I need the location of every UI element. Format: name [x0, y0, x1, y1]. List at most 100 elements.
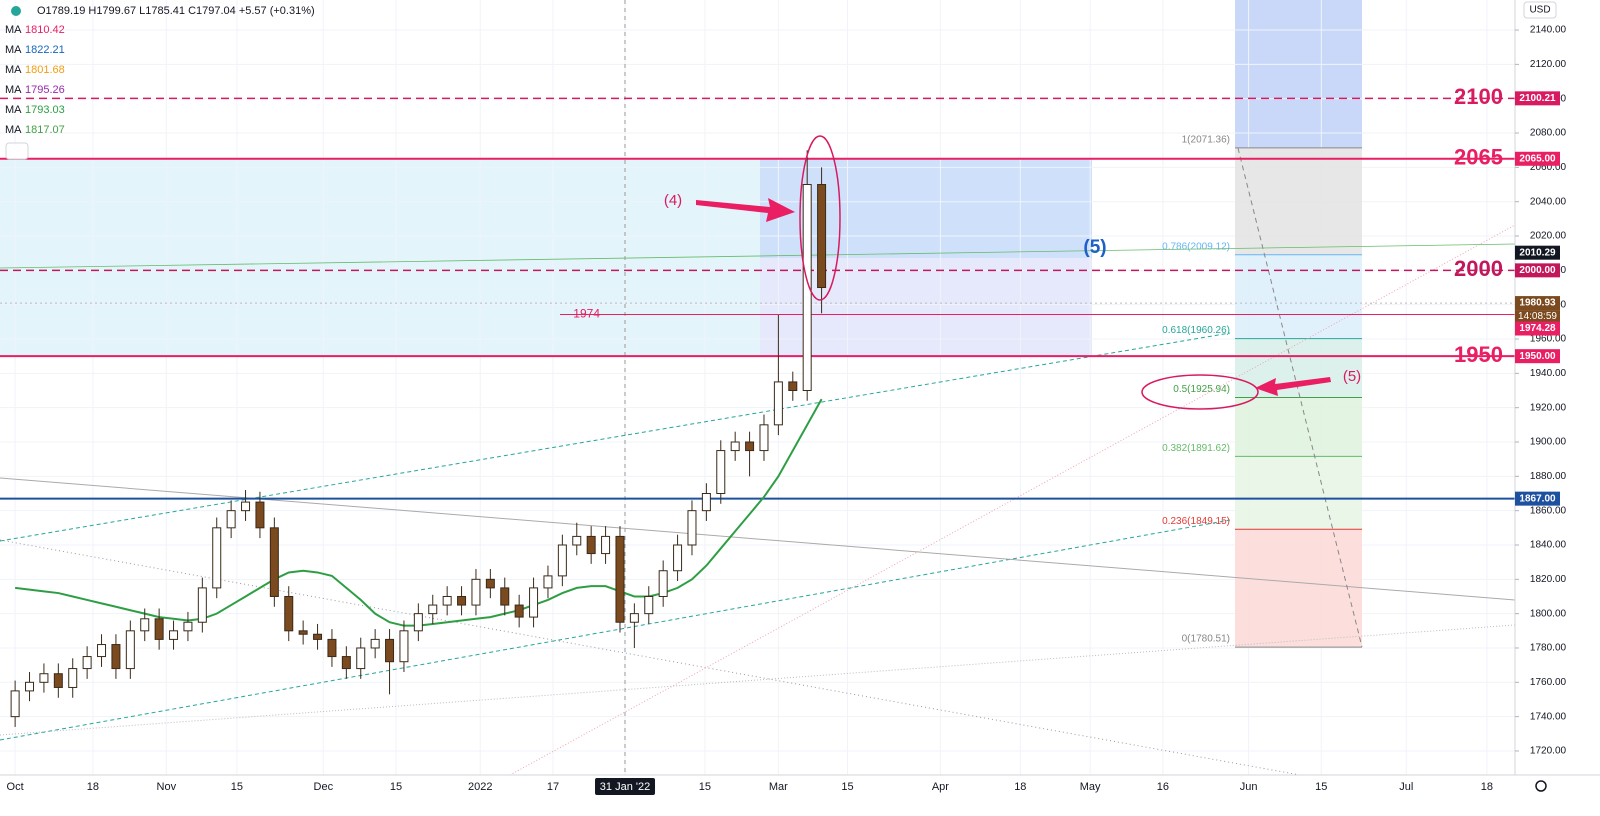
arrow — [1255, 377, 1331, 396]
candle-body — [413, 613, 423, 632]
x-tick-label: 18 — [87, 781, 99, 793]
x-tick-label: 17 — [547, 781, 559, 793]
levels: 2100 2065 2000 1974 1950 — [0, 84, 1515, 500]
y-tick-label: 1860.00 — [1530, 505, 1567, 516]
arrow — [696, 198, 795, 222]
candle-body — [629, 613, 639, 623]
candle-body — [327, 638, 337, 658]
trendline — [0, 332, 1231, 542]
price-box-label: 2010.29 — [1519, 247, 1556, 258]
ohlc: O1789.19 H1799.67 L1785.41 C1797.04 +5.5… — [37, 5, 315, 17]
x-tick-label: 16 — [1157, 781, 1169, 793]
y-tick-label: 1720.00 — [1530, 746, 1567, 757]
fib-label: 0.382(1891.62) — [1162, 443, 1230, 454]
candle-body — [370, 638, 380, 649]
y-tick-label: 1740.00 — [1530, 711, 1567, 722]
candle-body — [385, 638, 395, 663]
candle-body — [241, 501, 251, 512]
candle-body — [514, 604, 524, 618]
price-box-label: 2000.00 — [1519, 265, 1556, 276]
candle-body — [788, 381, 798, 392]
ma-value: 1793.03 — [25, 104, 65, 116]
y-tick-label: 2080.00 — [1530, 128, 1567, 139]
zone — [760, 158, 1092, 258]
y-tick-label: 2040.00 — [1530, 196, 1567, 207]
y-tick-label: 1880.00 — [1530, 471, 1567, 482]
candle-body — [154, 618, 164, 640]
candle-body — [471, 578, 481, 606]
candle-body — [500, 587, 510, 606]
candle-body — [687, 510, 697, 546]
ma-value: 1810.42 — [25, 24, 65, 36]
fib-diagonal — [1237, 147, 1363, 648]
fib-label: 0.5(1925.94) — [1173, 384, 1230, 395]
ma-name: MA — [5, 24, 22, 36]
candle-body — [615, 535, 625, 623]
annotation-shapes — [696, 135, 1331, 410]
axes: 2140.002120.002100.002080.002060.002040.… — [7, 25, 1567, 795]
x-tick-label: Mar — [769, 781, 788, 793]
y-tick-label: 2020.00 — [1530, 231, 1567, 242]
candle-body — [701, 492, 711, 512]
y-tick-label: 2140.00 — [1530, 25, 1567, 36]
ma-value: 1817.07 — [25, 124, 65, 136]
fib: 1(2071.36) 0.786(2009.12) 0.618(1960.26) 0.… — [1162, 134, 1362, 648]
candle-body — [442, 595, 452, 606]
level-label: 2100 — [1454, 84, 1503, 109]
candles — [10, 150, 827, 727]
currency: USD — [1529, 5, 1550, 16]
fib-label: 0(1780.51) — [1182, 634, 1230, 645]
x-tick-label: 15 — [231, 781, 243, 793]
y-tick-label: 1840.00 — [1530, 540, 1567, 551]
settings-icon[interactable] — [1535, 780, 1547, 792]
fib-label: 0.786(2009.12) — [1162, 241, 1230, 252]
y-tick-label: 1920.00 — [1530, 402, 1567, 413]
candle-body — [140, 618, 150, 632]
status-dot — [11, 6, 21, 16]
y-tick-label: 1960.00 — [1530, 334, 1567, 345]
level-label: 2065 — [1454, 145, 1503, 170]
currency-button[interactable] — [1523, 1, 1557, 19]
fib-label: 0.618(1960.26) — [1162, 325, 1230, 336]
candle-body — [197, 587, 207, 623]
zone — [0, 158, 760, 356]
ma-name: MA — [5, 44, 22, 56]
candle-body — [745, 441, 755, 452]
candle-body — [53, 673, 63, 688]
background-zones — [0, 0, 1362, 356]
x-tick-label: 18 — [1481, 781, 1493, 793]
level-label: 1950 — [1454, 342, 1503, 367]
candle-body — [269, 527, 279, 597]
trendline — [0, 624, 1516, 736]
price-box-label: 1980.93 — [1519, 298, 1556, 309]
collapse-button[interactable] — [5, 142, 29, 160]
price-box — [1515, 263, 1560, 278]
candle-body — [644, 595, 654, 615]
fib-band — [1235, 147, 1362, 255]
trendline — [0, 519, 1231, 741]
fib-band — [1235, 254, 1362, 339]
price-box-label: 2100.21 — [1519, 93, 1556, 104]
x-tick-label: 18 — [1014, 781, 1026, 793]
candle-body — [658, 570, 668, 597]
candle-body — [111, 644, 121, 670]
candle-body — [82, 656, 92, 670]
x-tick-label: 15 — [390, 781, 402, 793]
price-box — [1515, 321, 1560, 336]
ma-value: 1801.68 — [25, 64, 65, 76]
price-box — [1515, 91, 1560, 106]
price-box — [1515, 349, 1560, 364]
annotation: (4) — [664, 192, 682, 209]
candle-body — [399, 630, 409, 663]
annotation: (5) — [1343, 368, 1361, 385]
time-box-label: 14:08:59 — [1518, 311, 1557, 322]
price-axis — [1515, 0, 1600, 811]
candle-body — [586, 535, 596, 555]
time-box — [1515, 310, 1560, 324]
candle-body — [39, 673, 49, 683]
y-tick-label: 1940.00 — [1530, 368, 1567, 379]
y-tick-label: 1760.00 — [1530, 677, 1567, 688]
candle-body — [485, 578, 495, 589]
x-tick-label: 15 — [841, 781, 853, 793]
